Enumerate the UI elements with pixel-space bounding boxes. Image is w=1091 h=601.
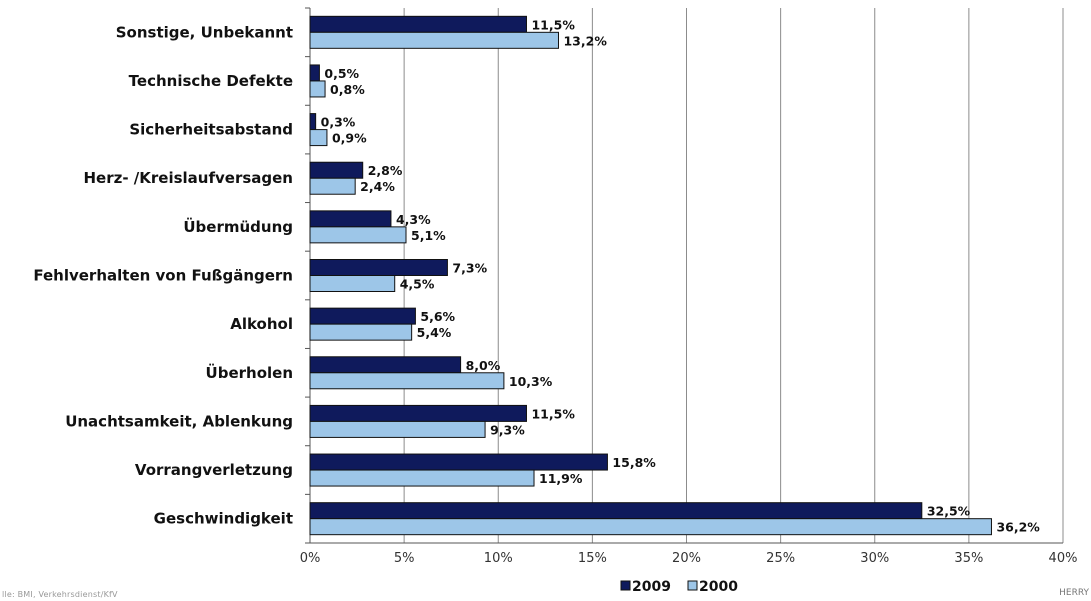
data-label-2000: 11,9% (539, 471, 583, 486)
legend-label-2009: 2009 (632, 579, 671, 595)
data-label-2000: 36,2% (996, 520, 1040, 535)
data-label-2009: 7,3% (452, 261, 487, 276)
data-label-2000: 10,3% (509, 374, 553, 389)
legend-swatch-2000 (687, 580, 698, 591)
data-label-2000: 0,9% (332, 131, 367, 146)
bar-2009 (309, 404, 527, 422)
bar-2000 (309, 518, 992, 536)
bar-2000 (309, 275, 396, 292)
data-label-2009: 4,3% (396, 212, 431, 227)
category-label: Alkohol (230, 315, 293, 333)
bar-2000 (309, 226, 407, 244)
source-note: lle: BMI, Verkehrsdienst/KfV (2, 590, 118, 599)
x-tick-label: 30% (860, 551, 889, 566)
bar-2009 (309, 210, 392, 228)
bar-2009 (309, 15, 527, 33)
x-tick-label: 10% (484, 551, 513, 566)
category-label: Fehlverhalten von Fußgängern (33, 267, 293, 285)
data-label-2000: 5,4% (417, 325, 452, 340)
bar-2000 (309, 129, 328, 147)
legend-swatch-2009 (620, 580, 631, 591)
x-tick-label: 25% (766, 551, 795, 566)
bar-2009 (309, 356, 462, 374)
data-label-2009: 11,5% (531, 17, 575, 32)
bar-2000 (309, 420, 486, 438)
category-label: Übermüdung (183, 217, 293, 236)
x-tick-label: 40% (1049, 551, 1078, 566)
x-tick-label: 20% (672, 551, 701, 566)
category-label: Sonstige, Unbekannt (116, 23, 293, 41)
category-label: Geschwindigkeit (154, 510, 293, 528)
data-label-2000: 0,8% (330, 82, 365, 97)
data-label-2009: 2,8% (368, 163, 403, 178)
data-label-2009: 8,0% (466, 358, 501, 373)
data-label-2009: 0,3% (321, 115, 356, 130)
bar-2000 (309, 469, 535, 487)
category-label: Herz- /Kreislaufversagen (83, 169, 293, 187)
bar-2009 (309, 259, 448, 276)
data-label-2009: 32,5% (927, 504, 971, 519)
bar-2000 (309, 323, 413, 341)
data-label-2000: 9,3% (490, 422, 525, 437)
data-label-2000: 2,4% (360, 179, 395, 194)
bar-2009 (309, 64, 320, 82)
category-label: Technische Defekte (129, 72, 293, 90)
data-label-2009: 5,6% (420, 309, 455, 324)
bar-2000 (309, 177, 356, 195)
data-label-2000: 5,1% (411, 228, 446, 243)
category-label: Sicherheitsabstand (129, 121, 293, 139)
bar-2000 (309, 31, 559, 49)
x-tick-label: 15% (578, 551, 607, 566)
x-tick-label: 0% (300, 551, 321, 566)
x-tick-label: 5% (394, 551, 415, 566)
data-label-2009: 15,8% (612, 455, 656, 470)
category-label: Überholen (206, 363, 293, 382)
data-label-2009: 11,5% (531, 406, 575, 421)
bar-2009 (309, 307, 416, 325)
bar-2000 (309, 80, 326, 98)
x-tick-label: 35% (954, 551, 983, 566)
bar-2009 (309, 161, 364, 179)
bar-2009 (309, 502, 923, 520)
bar-2009 (309, 113, 317, 131)
data-label-2000: 13,2% (563, 33, 607, 48)
category-label: Unachtsamkeit, Ablenkung (65, 412, 293, 430)
publisher-note: HERRY (1059, 588, 1089, 598)
category-label: Vorrangverletzung (135, 461, 293, 479)
data-label-2000: 4,5% (400, 277, 435, 292)
bar-2000 (309, 372, 505, 390)
data-label-2009: 0,5% (324, 66, 359, 81)
legend-label-2000: 2000 (699, 579, 738, 595)
bar-2009 (309, 453, 608, 471)
